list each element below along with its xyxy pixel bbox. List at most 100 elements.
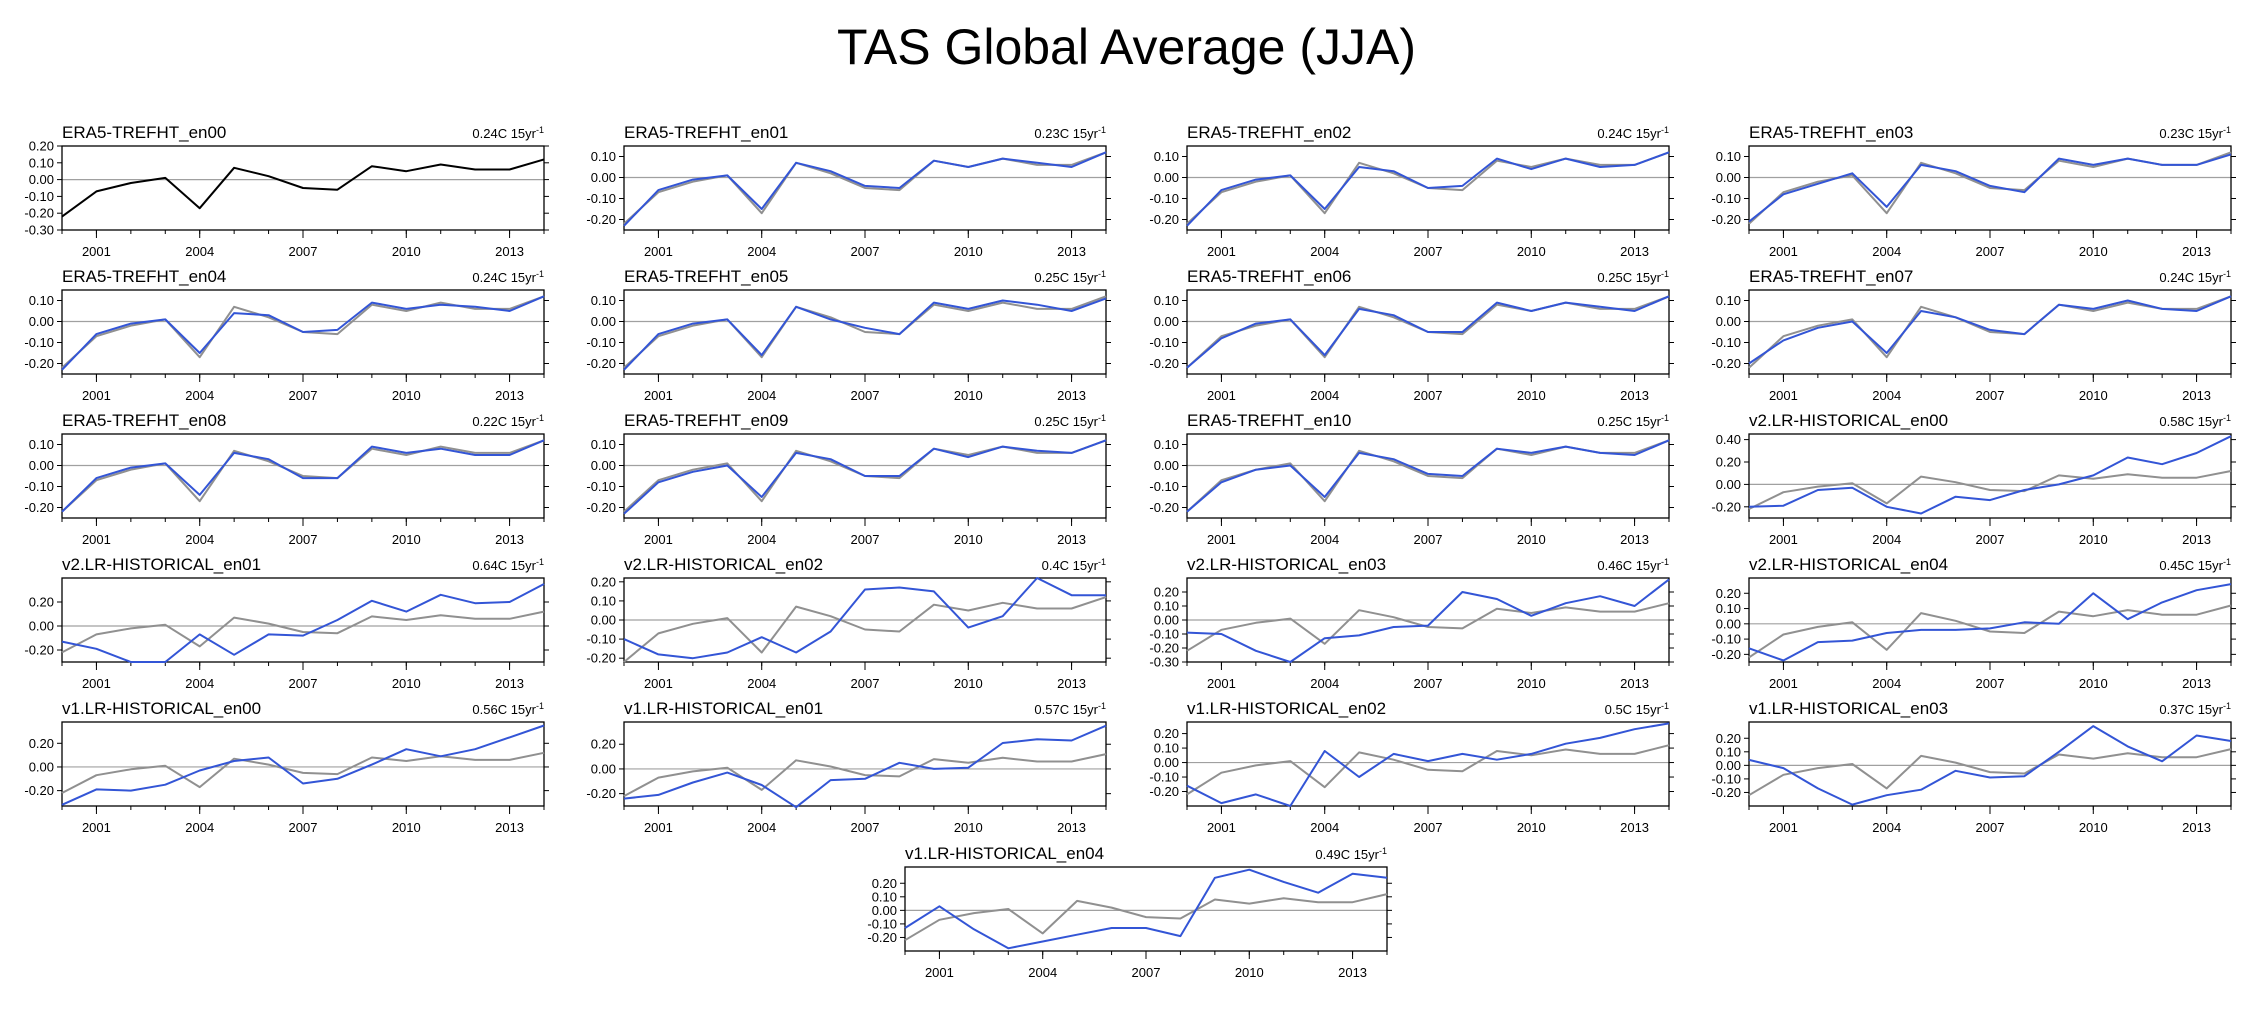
y-tick-label: 0.10 <box>1716 149 1741 164</box>
x-tick-label: 2010 <box>392 532 421 547</box>
x-tick-label: 2010 <box>954 676 983 691</box>
x-tick-label: 2004 <box>185 676 214 691</box>
y-tick-label: -0.10 <box>24 335 54 350</box>
y-tick-label: 0.00 <box>29 759 54 774</box>
panel-ERA5-TREFHT_en07: ERA5-TREFHT_en07 0.24C 15yr-1 0.10 0.00 -0.1… <box>1711 267 2236 403</box>
plot-area: ERA5-TREFHT_en00 0.24C 15yr-1 0.200.10 0.00… <box>24 123 549 259</box>
y-tick-label: 0.00 <box>1716 758 1741 773</box>
y-tick-label: -0.20 <box>586 356 616 371</box>
x-tick-label: 2010 <box>392 820 421 835</box>
trend-label: 0.58C 15yr-1 <box>2159 413 2231 429</box>
x-tick-label: 2004 <box>747 244 776 259</box>
y-tick-label: 0.10 <box>591 293 616 308</box>
x-tick-label: 2001 <box>1769 244 1798 259</box>
series-line-member <box>623 577 1106 660</box>
series-line-observation <box>61 610 545 654</box>
panel-ERA5-TREFHT_en00: ERA5-TREFHT_en00 0.24C 15yr-1 0.200.10 0.00… <box>24 123 549 259</box>
panel-title: v1.LR-HISTORICAL_en02 <box>1187 699 1386 718</box>
y-tick-label: 0.00 <box>1716 477 1741 492</box>
x-tick-label: 2001 <box>1207 244 1236 259</box>
series-line-observation <box>1748 748 2232 797</box>
x-tick-label: 2004 <box>1310 820 1339 835</box>
plot-area: v2.LR-HISTORICAL_en04 0.45C 15yr-1 0.200.1… <box>1711 555 2236 691</box>
series-line-member <box>61 724 545 806</box>
y-tick-label: -0.20 <box>1711 785 1741 800</box>
panel-ERA5-TREFHT_en06: ERA5-TREFHT_en06 0.25C 15yr-1 0.10 0.00 -0.1… <box>1149 267 1674 403</box>
x-tick-label: 2010 <box>1517 532 1546 547</box>
x-tick-label: 2007 <box>1976 820 2005 835</box>
plot-area: v2.LR-HISTORICAL_en01 0.64C 15yr-1 0.20 0.0… <box>24 555 549 691</box>
plot-area: v2.LR-HISTORICAL_en02 0.4C 15yr-1 0.20 0.10… <box>586 555 1111 691</box>
x-tick-label: 2013 <box>1620 244 1649 259</box>
y-tick-label: 0.10 <box>872 889 897 904</box>
x-tick-label: 2013 <box>1338 965 1367 980</box>
x-tick-label: 2007 <box>1132 965 1161 980</box>
x-tick-label: 2007 <box>1414 676 1443 691</box>
panel-v1.LR-HISTORICAL_en04: v1.LR-HISTORICAL_en04 0.49C 15yr-1 0.200.1… <box>867 844 1392 980</box>
panel-title: v2.LR-HISTORICAL_en03 <box>1187 555 1386 574</box>
x-tick-label: 2007 <box>289 532 318 547</box>
y-tick-label: -0.10 <box>1149 770 1179 785</box>
x-tick-label: 2013 <box>1057 532 1086 547</box>
panel-v2.LR-HISTORICAL_en00: v2.LR-HISTORICAL_en00 0.58C 15yr-1 0.40 0.2… <box>1711 411 2236 547</box>
y-tick-label: -0.10 <box>1711 632 1741 647</box>
panel-v1.LR-HISTORICAL_en00: v1.LR-HISTORICAL_en00 0.56C 15yr-1 0.20 0.0… <box>24 699 549 835</box>
y-tick-label: 0.00 <box>591 314 616 329</box>
plot-area: ERA5-TREFHT_en08 0.22C 15yr-1 0.10 0.00 -0.1… <box>24 411 549 547</box>
y-tick-label: 0.00 <box>29 172 54 187</box>
y-tick-label: 0.10 <box>1154 149 1179 164</box>
y-tick-label: -0.20 <box>1711 212 1741 227</box>
y-tick-label: 0.00 <box>591 613 616 628</box>
trend-label: 0.49C 15yr-1 <box>1315 846 1387 862</box>
x-tick-label: 2013 <box>1057 676 1086 691</box>
x-tick-label: 2010 <box>392 244 421 259</box>
x-tick-label: 2010 <box>954 388 983 403</box>
y-tick-label: -0.20 <box>24 643 54 658</box>
series-line-observation <box>1186 602 1670 652</box>
y-tick-label: -0.10 <box>24 479 54 494</box>
series-line-member <box>623 439 1107 515</box>
x-tick-label: 2004 <box>1028 965 1057 980</box>
y-tick-label: 0.20 <box>1154 726 1179 741</box>
y-tick-label: -0.10 <box>1149 335 1179 350</box>
plot-area: ERA5-TREFHT_en10 0.25C 15yr-1 0.10 0.00 -0.1… <box>1149 411 1674 547</box>
panel-title: ERA5-TREFHT_en04 <box>62 267 226 286</box>
x-tick-label: 2004 <box>185 244 214 259</box>
x-tick-label: 2007 <box>1976 388 2005 403</box>
x-tick-label: 2001 <box>1207 532 1236 547</box>
panel-v2.LR-HISTORICAL_en01: v2.LR-HISTORICAL_en01 0.64C 15yr-1 0.20 0.0… <box>24 555 549 691</box>
y-tick-label: 0.00 <box>591 761 616 776</box>
x-tick-label: 2004 <box>1872 676 1901 691</box>
series-line-observation <box>623 753 1107 797</box>
y-tick-label: 0.00 <box>1154 755 1179 770</box>
y-tick-label: -0.10 <box>1711 191 1741 206</box>
series-line-member <box>1748 583 2232 662</box>
panel-title: ERA5-TREFHT_en06 <box>1187 267 1351 286</box>
x-tick-label: 2001 <box>82 244 111 259</box>
y-tick-label: 0.00 <box>1716 314 1741 329</box>
y-tick-label: 0.20 <box>29 736 54 751</box>
panel-title: v2.LR-HISTORICAL_en00 <box>1749 411 1948 430</box>
y-tick-label: -0.20 <box>24 783 54 798</box>
y-tick-label: 0.20 <box>591 574 616 589</box>
series-line-member <box>1186 722 1670 807</box>
panel-title: ERA5-TREFHT_en10 <box>1187 411 1351 430</box>
panel-v2.LR-HISTORICAL_en03: v2.LR-HISTORICAL_en03 0.46C 15yr-1 0.200.1… <box>1149 555 1674 691</box>
x-tick-label: 2004 <box>747 388 776 403</box>
y-tick-label: 0.00 <box>872 903 897 918</box>
y-tick-label: -0.10 <box>586 191 616 206</box>
panel-title: v1.LR-HISTORICAL_en00 <box>62 699 261 718</box>
y-tick-label: -0.10 <box>1711 771 1741 786</box>
trend-label: 0.25C 15yr-1 <box>1597 269 1669 285</box>
y-tick-label: 0.20 <box>29 595 54 610</box>
y-tick-label: -0.20 <box>1149 500 1179 515</box>
x-tick-label: 2001 <box>1207 388 1236 403</box>
y-tick-label: -0.10 <box>586 479 616 494</box>
panel-ERA5-TREFHT_en05: ERA5-TREFHT_en05 0.25C 15yr-1 0.10 0.00 -0.1… <box>586 267 1111 403</box>
y-tick-label: -0.20 <box>24 500 54 515</box>
plot-frame <box>61 721 545 807</box>
panel-title: ERA5-TREFHT_en07 <box>1749 267 1913 286</box>
panel-title: v1.LR-HISTORICAL_en04 <box>905 844 1104 863</box>
x-tick-label: 2013 <box>1620 532 1649 547</box>
y-tick-label: 0.20 <box>29 139 54 154</box>
